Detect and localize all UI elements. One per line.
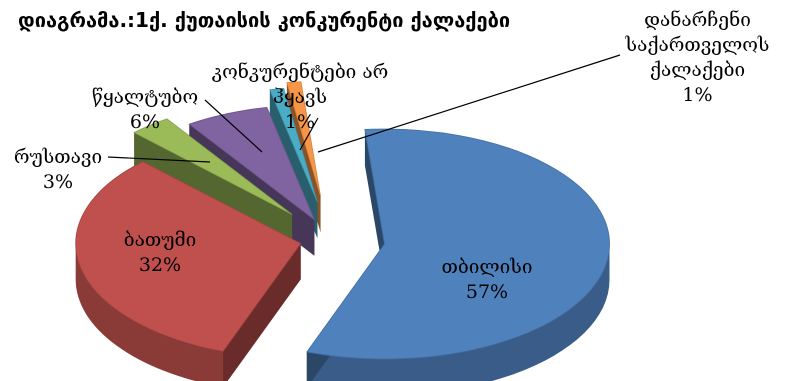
slice-0-face-0 (364, 129, 385, 281)
label-no-competitors: კონკურენტები არ ჰყავს 1% (205, 60, 395, 135)
chart-title: დიაგრამა.:1ქ. ქუთაისის კონკურენტი ქალაქე… (18, 8, 511, 32)
label-no-competitors-name: კონკურენტები არ ჰყავს (211, 61, 389, 108)
label-other-cities-value: 1% (682, 84, 713, 106)
slice-1-top (75, 161, 302, 352)
slice-0-top (306, 128, 610, 360)
leader-tskaltubo (204, 99, 263, 153)
leader-lines (107, 54, 621, 163)
label-other-cities-name: დანარჩენი საქართველოს ქალაქები (625, 9, 770, 81)
leader-no-competitors (299, 117, 319, 151)
label-tskaltubo-name: წყალტუბო (91, 86, 199, 108)
slice-4-top (269, 88, 318, 203)
label-no-competitors-value: 1% (284, 111, 316, 133)
label-rustavi-name: რუსთავი (13, 146, 103, 168)
label-batumi-value: 32% (138, 254, 182, 276)
label-rustavi: რუსთავი 3% (8, 145, 108, 195)
slice-1-face-0 (222, 243, 301, 381)
label-tskaltubo-value: 6% (129, 111, 161, 133)
label-rustavi-value: 3% (42, 171, 74, 193)
leader-rustavi (107, 156, 211, 163)
label-other-cities: დანარჩენი საქართველოს ქალაქები 1% (610, 8, 785, 108)
label-tbilisi: თბილისი 57% (432, 255, 542, 305)
slice-0 (306, 128, 610, 381)
pie-slices (75, 81, 610, 381)
label-tskaltubo: წყალტუბო 6% (80, 85, 210, 135)
label-batumi: ბათუმი 32% (105, 228, 215, 278)
label-tbilisi-value: 57% (465, 281, 509, 303)
leader-other-cities (317, 54, 621, 153)
slice-1 (75, 161, 302, 381)
slice-0-rim (306, 244, 610, 381)
slice-3-top (188, 106, 316, 221)
label-tbilisi-name: თბილისი (441, 256, 533, 278)
slice-1-rim (75, 243, 223, 381)
slice-2-top (133, 118, 293, 215)
label-batumi-name: ბათუმი (123, 229, 197, 251)
slice-5-top (286, 81, 321, 197)
